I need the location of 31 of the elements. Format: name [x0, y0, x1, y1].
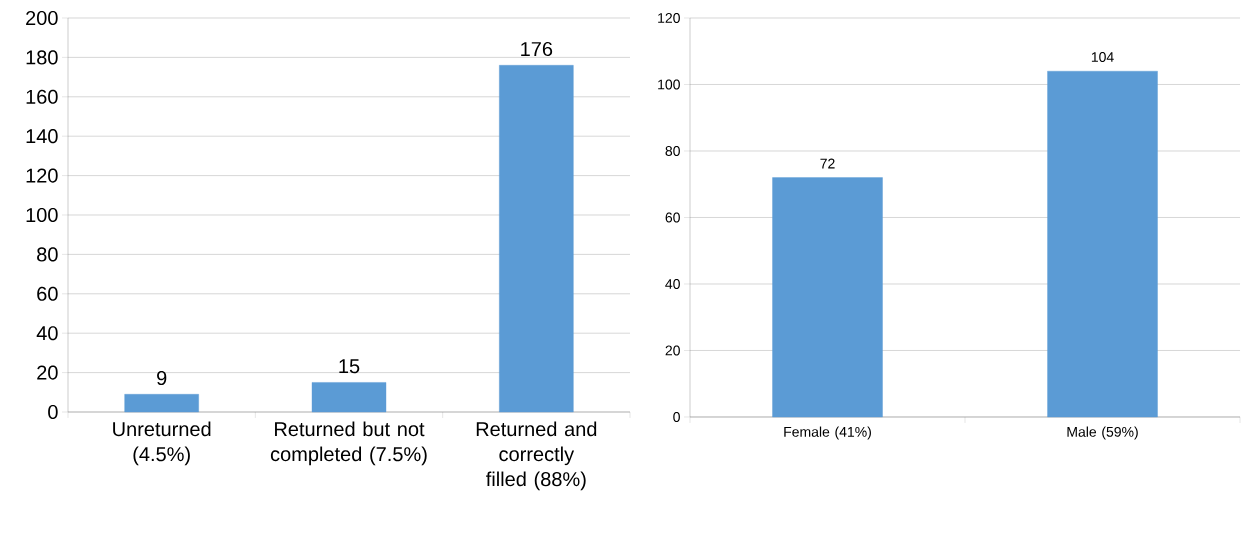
x-tick-label: Male (59%) [1067, 426, 1138, 440]
y-tick-label: 100 [26, 207, 58, 223]
x-tick-label: Female (41%) [784, 426, 871, 440]
y-tick-label: 60 [665, 212, 680, 223]
y-tick-label: 80 [665, 146, 680, 156]
data-label: 176 [521, 41, 553, 57]
bar [311, 382, 387, 413]
y-tick-label: 20 [37, 365, 58, 380]
data-label: 104 [1091, 52, 1114, 62]
y-tick-label: 80 [37, 247, 58, 262]
x-tick-label: Returned and correctly filled (88%) [476, 421, 597, 491]
x-tick-label: Returned but not completed (7.5%) [270, 421, 427, 466]
y-tick-label: 0 [48, 404, 58, 420]
x-tick-label: Unreturned (4.5%) [113, 421, 211, 466]
y-tick-label: 40 [36, 326, 58, 341]
y-tick-label: 200 [26, 10, 58, 26]
data-label: 15 [339, 359, 360, 374]
y-tick-label: 60 [37, 286, 58, 301]
y-tick-label: 100 [658, 79, 680, 90]
y-tick-label: 160 [26, 89, 58, 104]
data-label: 9 [157, 370, 167, 386]
y-tick-label: 40 [665, 279, 680, 289]
data-label: 72 [820, 158, 835, 169]
y-tick-label: 140 [26, 129, 58, 144]
y-tick-label: 120 [26, 168, 58, 183]
bar [124, 394, 199, 413]
bar [499, 65, 574, 413]
y-tick-label: 0 [673, 412, 680, 422]
y-tick-label: 120 [658, 13, 680, 23]
y-tick-label: 20 [665, 345, 680, 356]
y-tick-label: 180 [26, 50, 58, 65]
